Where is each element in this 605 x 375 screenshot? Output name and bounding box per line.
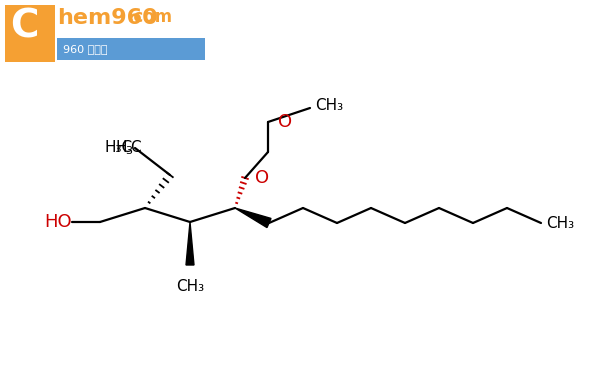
Text: O: O [255,169,269,187]
Polygon shape [186,222,194,265]
Text: 3: 3 [125,146,132,156]
Text: hem960: hem960 [57,8,158,28]
Text: .com: .com [127,8,172,26]
Text: C: C [129,141,140,156]
Text: 960 化工网: 960 化工网 [63,44,108,54]
FancyBboxPatch shape [57,38,205,60]
Text: CH₃: CH₃ [315,99,343,114]
Text: CH₃: CH₃ [546,216,574,231]
Text: HO: HO [44,213,72,231]
Text: CH₃: CH₃ [176,279,204,294]
Text: H: H [115,141,127,156]
Text: O: O [278,113,292,131]
Polygon shape [235,208,271,228]
Text: C: C [10,8,39,46]
Text: H₃C: H₃C [105,141,133,156]
Polygon shape [5,5,55,62]
